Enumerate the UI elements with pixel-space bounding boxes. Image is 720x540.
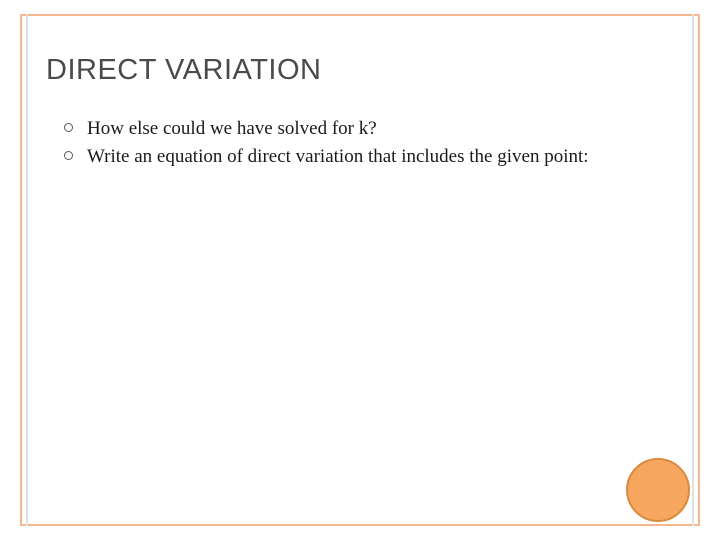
slide-inner-line-right	[692, 14, 694, 526]
slide-inner-line-left	[26, 14, 28, 526]
bullet-icon	[64, 151, 73, 160]
decorative-circle	[626, 458, 690, 522]
bullet-text: How else could we have solved for k?	[87, 116, 660, 142]
slide: DIRECT VARIATION How else could we have …	[0, 0, 720, 540]
slide-content: How else could we have solved for k? Wri…	[64, 116, 660, 171]
list-item: How else could we have solved for k?	[64, 116, 660, 142]
list-item: Write an equation of direct variation th…	[64, 144, 660, 170]
slide-border	[20, 14, 700, 526]
slide-title: DIRECT VARIATION	[46, 54, 321, 87]
bullet-text: Write an equation of direct variation th…	[87, 144, 660, 170]
bullet-icon	[64, 123, 73, 132]
